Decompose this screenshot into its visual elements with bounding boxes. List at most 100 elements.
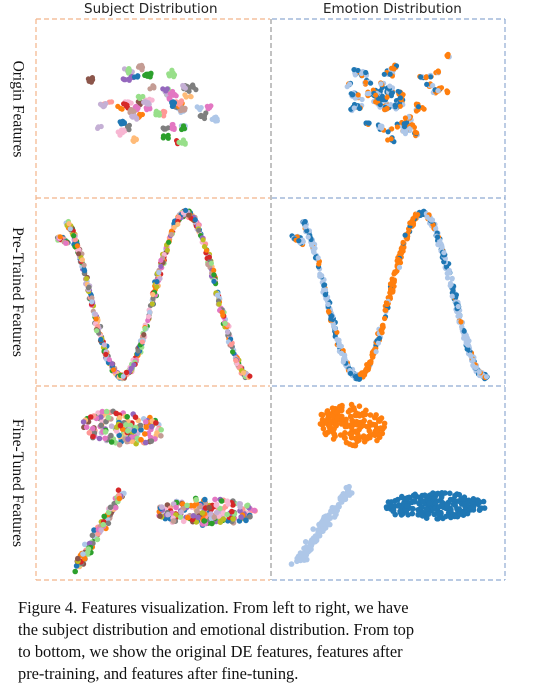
scatter-point <box>375 340 382 346</box>
scatter-point <box>87 414 94 420</box>
scatter-point <box>146 314 152 320</box>
scatter-point <box>326 514 333 521</box>
scatter-point <box>409 510 416 517</box>
scatter-point <box>302 219 308 225</box>
scatter-point <box>99 408 106 415</box>
scatter-point <box>98 336 104 343</box>
scatter-point <box>138 436 144 443</box>
scatter-point <box>91 527 97 533</box>
scatter-point <box>95 410 101 416</box>
scatter-point <box>171 224 177 230</box>
scatter-point <box>389 289 395 295</box>
scatter-point <box>166 239 172 245</box>
figure-caption: Figure 4. Features visualization. From l… <box>18 597 528 685</box>
scatter-point <box>89 299 95 305</box>
scatter-point <box>476 507 483 513</box>
scatter-point <box>116 415 123 421</box>
scatter-point <box>303 551 309 557</box>
scatter-point <box>67 226 73 232</box>
scatter-point <box>409 499 415 506</box>
scatter-point <box>385 129 391 135</box>
scatter-point <box>150 291 156 298</box>
scatter-point <box>304 228 310 234</box>
column-title-subject: Subject Distribution <box>84 1 218 17</box>
scatter-point <box>321 282 327 289</box>
scatter-point <box>344 423 351 430</box>
scatter-point <box>106 357 112 363</box>
scatter-point <box>180 137 186 143</box>
scatter-point <box>66 221 72 227</box>
scatter-point <box>468 353 474 359</box>
scatter-point <box>431 495 438 502</box>
scatter-point <box>200 237 206 243</box>
scatter-point <box>126 127 132 133</box>
scatter-point <box>390 508 397 514</box>
scatter-point <box>325 429 332 435</box>
scatter-point <box>98 527 104 533</box>
scatter-point <box>113 410 119 417</box>
scatter-point <box>237 508 243 514</box>
scatter-point <box>354 376 360 382</box>
scatter-point <box>325 520 331 527</box>
scatter-point <box>378 81 384 87</box>
scatter-point <box>349 442 356 449</box>
scatter-point <box>142 439 149 446</box>
scatter-point <box>348 401 355 408</box>
scatter-point <box>345 487 351 494</box>
scatter-point <box>373 99 379 105</box>
panel-borders <box>35 18 506 581</box>
scatter-point <box>384 505 390 512</box>
scatter-point <box>410 216 416 222</box>
scatter-point <box>116 495 123 502</box>
scatter-point <box>381 420 388 427</box>
column-title-emotion: Emotion Distribution <box>323 1 462 17</box>
scatter-point <box>168 231 175 238</box>
scatter-point <box>84 276 90 282</box>
scatter-point <box>135 73 141 79</box>
scatter-point <box>100 521 107 528</box>
scatter-point <box>363 79 369 85</box>
scatter-point <box>458 319 464 325</box>
scatter-point <box>397 508 403 514</box>
scatter-point <box>406 227 412 233</box>
scatter-point <box>169 125 175 131</box>
scatter-point <box>165 511 171 518</box>
scatter-point <box>310 249 317 255</box>
scatter-point <box>101 342 107 348</box>
scatter-point <box>175 221 181 227</box>
scatter-point <box>347 413 354 420</box>
scatter-point <box>428 74 434 80</box>
scatter-point <box>309 537 315 543</box>
scatter-point <box>220 312 226 318</box>
scatter-point <box>105 509 112 516</box>
scatter-point <box>208 260 214 266</box>
scatter-point <box>161 133 167 139</box>
scatter-point <box>448 507 454 514</box>
scatter-point <box>90 425 96 432</box>
scatter-point <box>178 509 184 515</box>
scatter-point <box>159 504 165 510</box>
scatter-point <box>361 417 368 424</box>
scatter-point <box>137 95 143 101</box>
scatter-point <box>308 242 315 248</box>
scatter-point <box>320 516 327 522</box>
scatter-point <box>151 84 157 90</box>
scatter-point <box>296 238 302 244</box>
scatter-point <box>435 69 442 75</box>
scatter-point <box>359 96 365 103</box>
scatter-point <box>225 329 231 335</box>
scatter-point <box>387 83 393 89</box>
scatter-point <box>110 367 117 373</box>
scatter-point <box>368 80 374 86</box>
scatter-point <box>368 360 374 366</box>
scatter-point <box>367 412 374 418</box>
scatter-point <box>342 435 348 441</box>
scatter-point <box>412 491 418 498</box>
scatter-point <box>430 82 436 89</box>
scatter-point <box>377 123 383 129</box>
scatter-point <box>318 273 324 279</box>
scatter-point <box>396 502 402 508</box>
scatter-point <box>224 511 230 518</box>
scatter-point <box>201 244 208 250</box>
scatter-point <box>387 71 393 77</box>
